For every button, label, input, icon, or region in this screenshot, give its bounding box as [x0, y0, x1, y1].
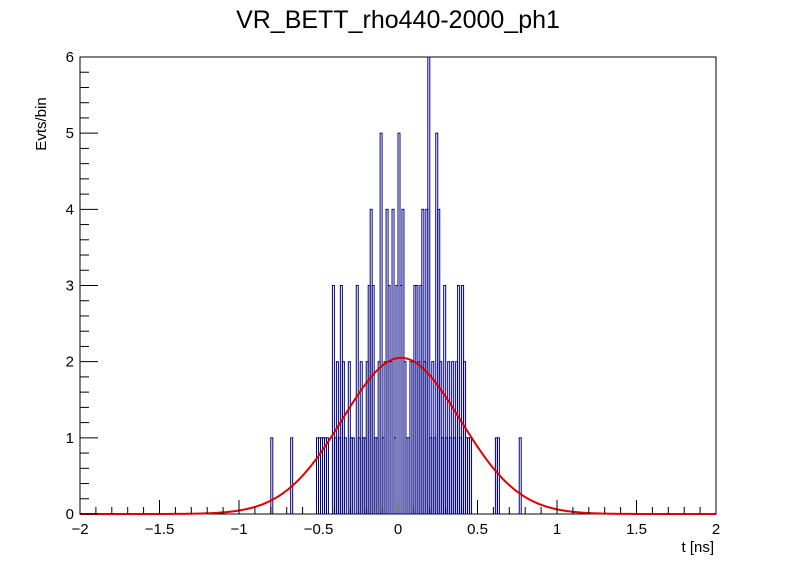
x-tick-label: −1 [230, 521, 247, 538]
y-tick-label: 3 [66, 278, 74, 295]
histogram-bin [355, 285, 359, 515]
fit-curve-group [80, 356, 716, 515]
histogram-bin [290, 437, 294, 515]
histogram-bin [518, 437, 522, 515]
y-tick-label: 1 [66, 430, 74, 447]
histogram-bin [427, 56, 431, 515]
y-axis-label: Evts/bin [33, 97, 50, 150]
gaussian-fit-curve [80, 356, 716, 515]
histogram-bin [270, 437, 274, 515]
x-tick-label: −0.5 [304, 521, 334, 538]
chart-title: VR_BETT_rho440-2000_ph1 [236, 6, 560, 34]
histogram-bin [325, 437, 329, 515]
histogram-bin [351, 437, 355, 515]
x-tick-label: 1 [553, 521, 561, 538]
x-tick-label: −2 [71, 521, 88, 538]
histogram-bin [343, 437, 347, 515]
histogram-bins [270, 56, 522, 515]
y-tick-label: 2 [66, 354, 74, 371]
axes: −2 −1.5 −1 −0.5 0 0.5 1 1.5 2 0 1 2 3 4 5 6 [66, 49, 721, 538]
histogram-bin [443, 285, 447, 515]
x-tick-label: 2 [712, 521, 720, 538]
y-tick-label: 0 [66, 506, 74, 523]
y-tick-label: 6 [66, 49, 74, 66]
y-tick-label: 5 [66, 125, 74, 142]
histogram-bin [457, 285, 461, 515]
histogram-bin [371, 285, 375, 515]
x-axis-label: t [ns] [681, 539, 714, 556]
histogram-bin [331, 285, 335, 515]
x-tick-label: 0.5 [467, 521, 488, 538]
histogram-bin [469, 437, 473, 515]
histogram-bin [379, 132, 383, 515]
x-tick-label: 0 [394, 521, 402, 538]
x-tick-label: 1.5 [626, 521, 647, 538]
y-tick-label: 4 [66, 201, 74, 218]
x-tick-label: −1.5 [145, 521, 175, 538]
histogram-bin [391, 208, 395, 515]
